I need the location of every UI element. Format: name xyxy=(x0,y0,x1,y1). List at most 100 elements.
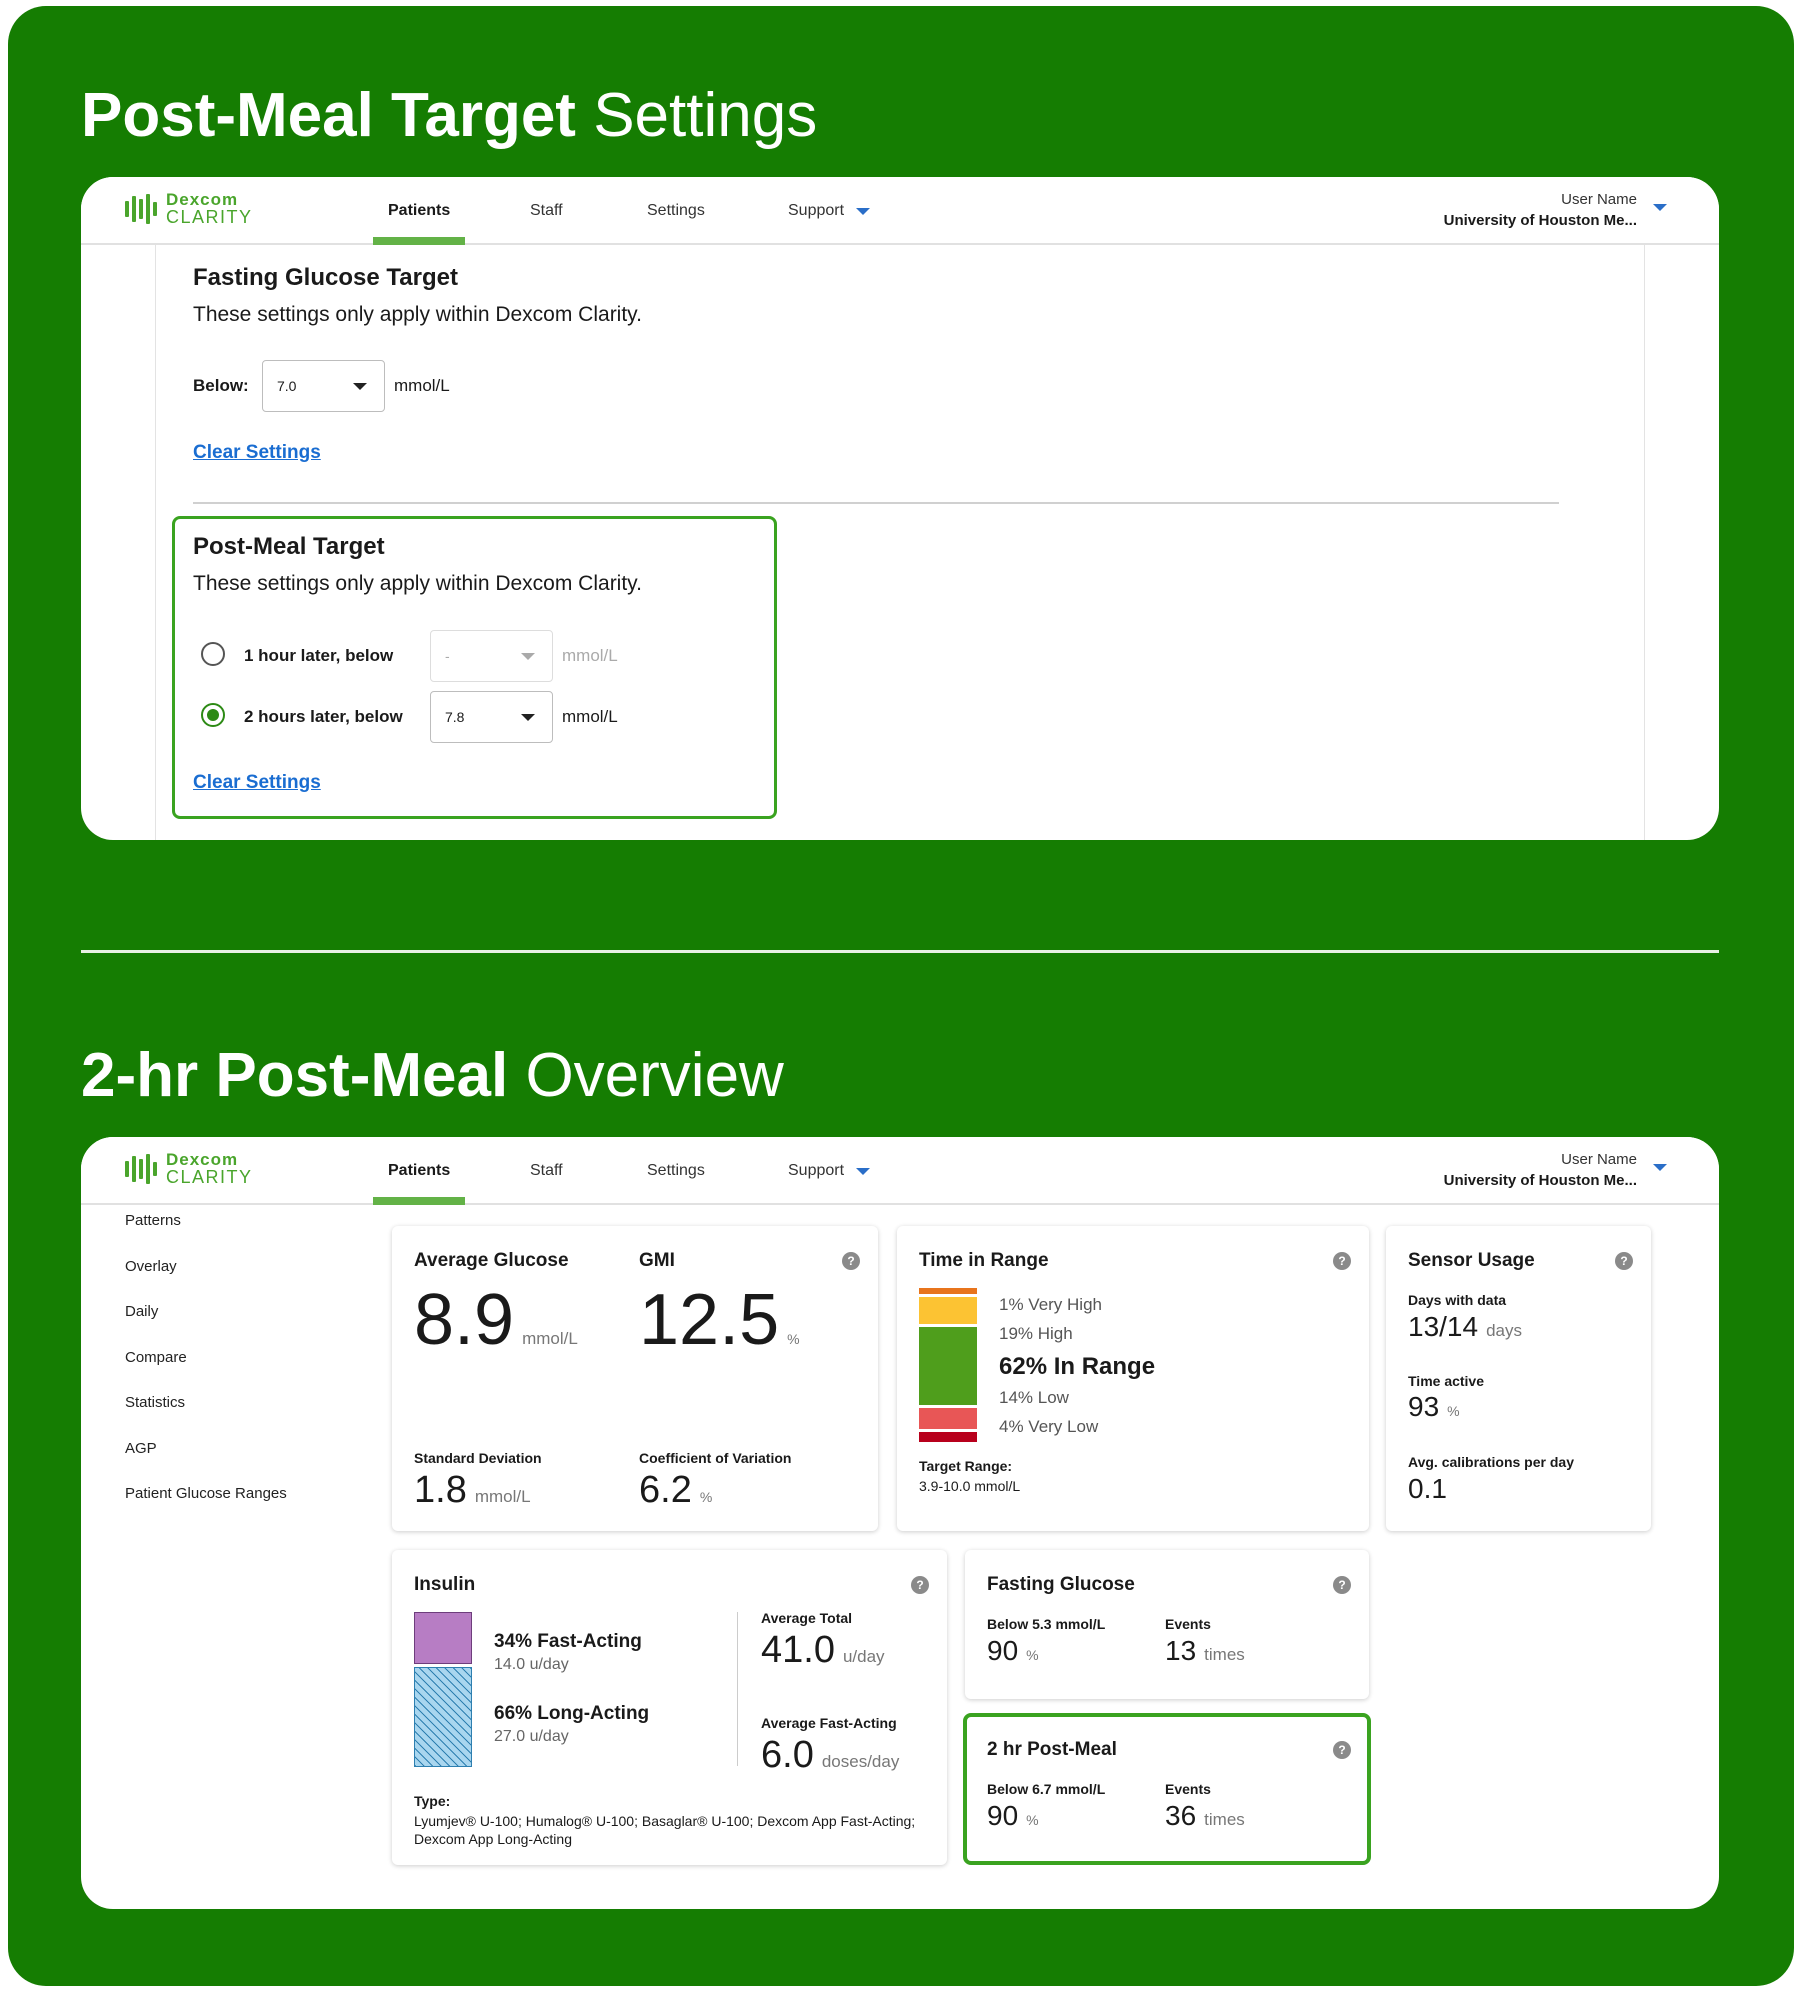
tir-segment-in-range xyxy=(919,1327,977,1406)
user-name: User Name xyxy=(1561,191,1637,208)
radio-2-hours[interactable] xyxy=(201,703,225,727)
logo-bars-icon xyxy=(125,193,157,225)
nav-staff[interactable]: Staff xyxy=(530,202,563,219)
average-total-label: Average Total xyxy=(761,1610,853,1626)
time-active-label: Time active xyxy=(1408,1373,1485,1389)
sensor-usage-card: Sensor Usage ? Days with data 13/14 days … xyxy=(1386,1226,1651,1531)
average-glucose-card: Average Glucose 8.9 mmol/L GMI 12.5% ? St… xyxy=(392,1226,878,1531)
target-range-value: 3.9-10.0 mmol/L xyxy=(919,1478,1021,1494)
fasting-target-value: 7.0 xyxy=(277,378,297,394)
sidebar-item-overlay[interactable]: Overlay xyxy=(125,1258,177,1275)
average-fast-acting-unit: doses/day xyxy=(821,1752,900,1771)
calibrations-value: 0.1 xyxy=(1408,1473,1447,1504)
nav-support[interactable]: Support xyxy=(788,177,871,245)
average-fast-acting-value: 6.0 doses/day xyxy=(761,1736,899,1774)
help-icon[interactable]: ? xyxy=(842,1252,860,1270)
time-active-number: 93 xyxy=(1408,1391,1440,1422)
user-menu[interactable]: User Name University of Houston Me... xyxy=(1444,1149,1637,1191)
tir-segment-low xyxy=(919,1408,977,1430)
fasting-target-title: Fasting Glucose Target xyxy=(193,264,458,291)
fasting-glucose-card: Fasting Glucose ? Below 5.3 mmol/L 90% E… xyxy=(965,1550,1369,1699)
fasting-clear-settings-link[interactable]: Clear Settings xyxy=(193,442,321,463)
help-icon[interactable]: ? xyxy=(1333,1576,1351,1594)
fasting-target-desc: These settings only apply within Dexcom … xyxy=(193,303,642,326)
post-meal-title: 2 hr Post-Meal xyxy=(987,1739,1117,1760)
sidebar-item-patient-glucose-ranges[interactable]: Patient Glucose Ranges xyxy=(125,1485,287,1502)
gmi-title: GMI xyxy=(639,1250,675,1271)
time-in-range-card: Time in Range ? 1% Very High 19% High 62… xyxy=(897,1226,1369,1531)
average-glucose-number: 8.9 xyxy=(414,1280,515,1360)
logo-bars-icon xyxy=(125,1153,157,1185)
nav-staff[interactable]: Staff xyxy=(530,1162,563,1179)
logo-line1: Dexcom xyxy=(166,1150,239,1169)
fasting-unit: mmol/L xyxy=(394,376,450,395)
long-acting-pct: 66% Long-Acting xyxy=(494,1703,650,1724)
nav-support-label: Support xyxy=(788,202,845,219)
sidebar-item-daily[interactable]: Daily xyxy=(125,1303,159,1320)
section-title-settings: Post-Meal Target Settings xyxy=(81,81,818,150)
top-nav-bar: Dexcom CLARITY Patients Staff Settings Su… xyxy=(81,177,1719,245)
tir-segment-high xyxy=(919,1297,977,1325)
logo-line1: Dexcom xyxy=(166,190,239,209)
fasting-events-value: 13 times xyxy=(1165,1637,1245,1665)
average-fast-acting-label: Average Fast-Acting xyxy=(761,1715,897,1731)
logo-line2: CLARITY xyxy=(166,207,253,227)
one-hour-value: - xyxy=(445,648,450,664)
sidebar-item-patterns[interactable]: Patterns xyxy=(125,1212,181,1229)
insulin-type-value: Lyumjev® U-100; Humalog® U-100; Basaglar… xyxy=(414,1813,916,1847)
user-menu-chevron-icon[interactable] xyxy=(1653,1164,1667,1171)
user-menu-chevron-icon[interactable] xyxy=(1653,204,1667,211)
post-meal-below-number: 90 xyxy=(987,1800,1019,1831)
fasting-target-select[interactable]: 7.0 xyxy=(262,360,385,412)
sensor-usage-title: Sensor Usage xyxy=(1408,1250,1535,1271)
time-in-range-title: Time in Range xyxy=(919,1250,1049,1271)
insulin-title: Insulin xyxy=(414,1574,476,1595)
two-hours-select[interactable]: 7.8 xyxy=(430,691,553,743)
sidebar-item-statistics[interactable]: Statistics xyxy=(125,1394,186,1411)
days-with-data-value: 13/14 days xyxy=(1408,1313,1522,1341)
sidebar-item-agp[interactable]: AGP xyxy=(125,1440,157,1457)
fast-acting-segment xyxy=(414,1612,472,1664)
help-icon[interactable]: ? xyxy=(911,1576,929,1594)
target-range-label: Target Range: xyxy=(919,1458,1013,1474)
post-meal-below-unit: % xyxy=(1026,1812,1039,1828)
nav-patients[interactable]: Patients xyxy=(372,177,466,245)
user-name: User Name xyxy=(1561,1151,1637,1168)
option-2-hours-label: 2 hours later, below xyxy=(244,707,403,726)
dexcom-clarity-logo[interactable]: Dexcom CLARITY xyxy=(125,191,253,226)
cv-number: 6.2 xyxy=(639,1469,692,1511)
sd-label: Standard Deviation xyxy=(414,1450,542,1466)
help-icon[interactable]: ? xyxy=(1333,1252,1351,1270)
dropdown-arrow-icon xyxy=(353,383,367,390)
fasting-below-label: Below: xyxy=(193,376,249,395)
average-total-value: 41.0 u/day xyxy=(761,1631,885,1669)
average-total-number: 41.0 xyxy=(761,1629,835,1671)
nav-support[interactable]: Support xyxy=(788,1137,871,1205)
post-meal-below-label: Below 6.7 mmol/L xyxy=(987,1781,1106,1797)
calibrations-label: Avg. calibrations per day xyxy=(1408,1454,1574,1470)
nav-settings[interactable]: Settings xyxy=(647,202,705,219)
content-frame xyxy=(155,245,1645,840)
help-icon[interactable]: ? xyxy=(1333,1741,1351,1759)
tir-very-low: 4% Very Low xyxy=(999,1417,1099,1436)
tir-in-range: 62% In Range xyxy=(999,1353,1156,1380)
time-in-range-bar xyxy=(919,1288,977,1443)
fasting-below-unit: % xyxy=(1026,1647,1039,1663)
sidebar-item-compare[interactable]: Compare xyxy=(125,1349,187,1366)
option-1-hour-label: 1 hour later, below xyxy=(244,646,394,665)
one-hour-select[interactable]: - xyxy=(430,630,553,682)
user-menu[interactable]: User Name University of Houston Me... xyxy=(1444,189,1637,231)
section-divider xyxy=(193,502,1559,504)
nav-settings[interactable]: Settings xyxy=(647,1162,705,1179)
fasting-below-label: Below 5.3 mmol/L xyxy=(987,1616,1106,1632)
post-meal-clear-settings-link[interactable]: Clear Settings xyxy=(193,772,321,793)
gmi-value: 12.5% xyxy=(639,1284,800,1356)
section-title-overview: 2-hr Post-Meal Overview xyxy=(81,1041,784,1110)
radio-1-hour[interactable] xyxy=(201,642,225,666)
nav-patients[interactable]: Patients xyxy=(372,1137,466,1205)
tir-low: 14% Low xyxy=(999,1388,1069,1407)
long-acting-segment xyxy=(414,1666,472,1767)
help-icon[interactable]: ? xyxy=(1615,1252,1633,1270)
logo-line2: CLARITY xyxy=(166,1167,253,1187)
dexcom-clarity-logo[interactable]: Dexcom CLARITY xyxy=(125,1151,253,1186)
